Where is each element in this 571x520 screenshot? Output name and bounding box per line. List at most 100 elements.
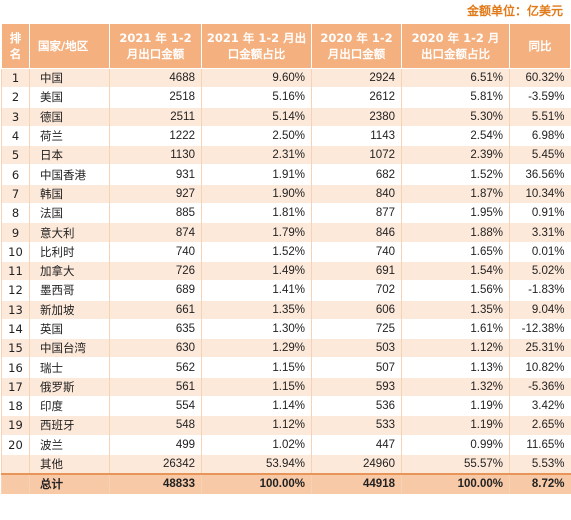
- other-yoy: 5.53%: [509, 453, 571, 475]
- export-2020-cell: 2924: [311, 67, 402, 88]
- country-cell: 中国台湾: [29, 338, 110, 358]
- table-row: 12 墨西哥 689 1.41% 702 1.56% -1.83%: [1, 280, 571, 301]
- yoy-cell: 0.91%: [509, 203, 571, 223]
- country-cell: 新加坡: [29, 299, 110, 320]
- share-2020-cell: 5.30%: [401, 106, 510, 127]
- export-2020-cell: 682: [311, 164, 402, 185]
- rank-cell: 18: [1, 396, 30, 416]
- export-2021-cell: 1130: [109, 145, 202, 165]
- export-2020-cell: 503: [311, 338, 402, 358]
- rank-cell: 4: [1, 125, 30, 146]
- rank-cell: 10: [1, 241, 30, 262]
- export-2020-cell: 840: [311, 183, 402, 204]
- yoy-cell: 5.02%: [509, 260, 571, 281]
- country-cell: 美国: [29, 87, 110, 108]
- total-export-2020: 44918: [311, 473, 402, 494]
- export-2020-cell: 702: [311, 280, 402, 301]
- yoy-cell: 60.32%: [509, 67, 571, 88]
- total-yoy: 8.72%: [509, 473, 571, 494]
- export-2021-cell: 630: [109, 338, 202, 358]
- export-2021-cell: 927: [109, 183, 202, 204]
- table-row: 5 日本 1130 2.31% 1072 2.39% 5.45%: [1, 145, 571, 165]
- rank-cell: 14: [1, 318, 30, 339]
- table-row: 8 法国 885 1.81% 877 1.95% 0.91%: [1, 203, 571, 223]
- yoy-cell: -1.83%: [509, 280, 571, 301]
- share-2020-cell: 6.51%: [401, 67, 510, 88]
- export-2020-cell: 725: [311, 318, 402, 339]
- share-2020-cell: 1.35%: [401, 299, 510, 320]
- other-share-2021: 53.94%: [201, 453, 312, 475]
- export-2021-cell: 1222: [109, 125, 202, 146]
- rank-cell: 16: [1, 357, 30, 378]
- share-2020-cell: 1.56%: [401, 280, 510, 301]
- share-2021-cell: 9.60%: [201, 67, 312, 88]
- yoy-cell: 3.42%: [509, 396, 571, 416]
- table-row: 7 韩国 927 1.90% 840 1.87% 10.34%: [1, 183, 571, 204]
- yoy-cell: 10.82%: [509, 357, 571, 378]
- share-2021-cell: 2.31%: [201, 145, 312, 165]
- share-2021-cell: 1.41%: [201, 280, 312, 301]
- table-row: 1 中国 4688 9.60% 2924 6.51% 60.32%: [1, 67, 571, 88]
- yoy-cell: -3.59%: [509, 87, 571, 108]
- table-row-other: 其他 26342 53.94% 24960 55.57% 5.53%: [1, 453, 571, 475]
- table-row: 3 德国 2511 5.14% 2380 5.30% 5.51%: [1, 106, 571, 127]
- country-cell: 中国: [29, 67, 110, 88]
- share-2021-cell: 1.52%: [201, 241, 312, 262]
- header-rank: 排名: [1, 23, 30, 69]
- export-2021-cell: 2518: [109, 87, 202, 108]
- country-cell: 韩国: [29, 183, 110, 204]
- share-2020-cell: 1.32%: [401, 376, 510, 397]
- share-2021-cell: 1.90%: [201, 183, 312, 204]
- yoy-cell: 5.45%: [509, 145, 571, 165]
- export-2021-cell: 4688: [109, 67, 202, 88]
- rank-cell: 17: [1, 376, 30, 397]
- export-2021-cell: 635: [109, 318, 202, 339]
- export-2021-cell: 931: [109, 164, 202, 185]
- country-cell: 西班牙: [29, 415, 110, 436]
- rank-cell: 9: [1, 222, 30, 243]
- other-export-2021: 26342: [109, 453, 202, 475]
- share-2020-cell: 5.81%: [401, 87, 510, 108]
- yoy-cell: 10.34%: [509, 183, 571, 204]
- export-2020-cell: 691: [311, 260, 402, 281]
- export-2021-cell: 548: [109, 415, 202, 436]
- export-2020-cell: 1143: [311, 125, 402, 146]
- total-export-2021: 48833: [109, 473, 202, 494]
- table-row: 18 印度 554 1.14% 536 1.19% 3.42%: [1, 396, 571, 416]
- share-2020-cell: 1.87%: [401, 183, 510, 204]
- other-label: 其他: [29, 453, 110, 475]
- export-2020-cell: 533: [311, 415, 402, 436]
- export-2021-cell: 661: [109, 299, 202, 320]
- rank-cell: 8: [1, 203, 30, 223]
- export-2020-cell: 1072: [311, 145, 402, 165]
- rank-cell: 13: [1, 299, 30, 320]
- country-cell: 意大利: [29, 222, 110, 243]
- yoy-cell: 25.31%: [509, 338, 571, 358]
- country-cell: 荷兰: [29, 125, 110, 146]
- country-cell: 加拿大: [29, 260, 110, 281]
- export-2020-cell: 2380: [311, 106, 402, 127]
- table-row-total: 总计 48833 100.00% 44918 100.00% 8.72%: [1, 473, 571, 494]
- rank-cell: 15: [1, 338, 30, 358]
- share-2021-cell: 1.15%: [201, 376, 312, 397]
- table-row: 17 俄罗斯 561 1.15% 593 1.32% -5.36%: [1, 376, 571, 397]
- header-export-2020: 2020 年 1-2 月出口金额: [311, 23, 402, 69]
- yoy-cell: 36.56%: [509, 164, 571, 185]
- table-row: 4 荷兰 1222 2.50% 1143 2.54% 6.98%: [1, 125, 571, 146]
- export-2020-cell: 507: [311, 357, 402, 378]
- share-2021-cell: 1.79%: [201, 222, 312, 243]
- other-export-2020: 24960: [311, 453, 402, 475]
- other-share-2020: 55.57%: [401, 453, 510, 475]
- yoy-cell: 3.31%: [509, 222, 571, 243]
- total-share-2020: 100.00%: [401, 473, 510, 494]
- export-2021-cell: 554: [109, 396, 202, 416]
- export-2021-cell: 874: [109, 222, 202, 243]
- country-cell: 日本: [29, 145, 110, 165]
- country-cell: 墨西哥: [29, 280, 110, 301]
- country-cell: 中国香港: [29, 164, 110, 185]
- country-cell: 英国: [29, 318, 110, 339]
- country-cell: 瑞士: [29, 357, 110, 378]
- share-2021-cell: 2.50%: [201, 125, 312, 146]
- export-2020-cell: 606: [311, 299, 402, 320]
- rank-cell: 20: [1, 434, 30, 455]
